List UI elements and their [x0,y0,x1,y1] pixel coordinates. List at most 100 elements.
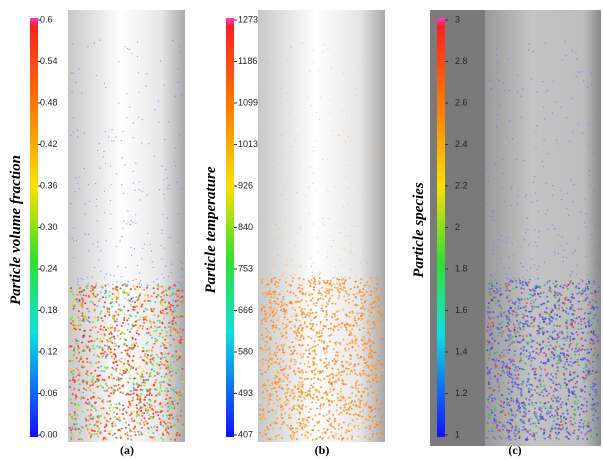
particle [118,309,120,311]
particle [182,263,183,264]
particle [499,332,501,334]
colorbar [30,18,38,437]
particle [264,310,266,312]
particle [590,331,592,333]
particle [343,283,345,285]
particle [488,358,490,360]
particle [586,213,587,214]
particle [544,388,546,390]
particle [488,387,490,389]
particle [543,332,545,334]
particle [314,140,315,141]
particle [564,378,566,380]
particle [588,352,590,354]
particle [503,401,505,403]
tick-label: 3 [455,14,460,24]
particle [373,299,375,301]
particle [509,339,511,341]
particle [547,153,548,154]
particle [545,43,546,44]
particle [139,399,141,401]
particle [573,418,575,420]
particle [522,421,524,423]
particle [313,323,315,325]
particle [496,282,498,284]
particle [313,50,314,51]
particle [97,220,98,221]
particle [523,288,525,290]
particle [134,431,136,433]
particle [323,378,325,380]
particle [342,289,344,291]
particle [325,348,327,350]
particle [262,362,264,364]
particle [285,392,287,394]
particle [581,404,583,406]
particle [161,286,163,288]
particle [546,323,548,325]
particle [541,391,543,393]
particle [273,307,275,309]
particle [268,360,270,362]
particle [597,291,599,293]
particle [508,345,510,347]
particle [80,356,82,358]
particle [539,415,541,417]
particle [569,308,571,310]
particle [308,187,309,188]
particle [116,298,118,300]
particle [116,345,118,347]
particle [506,363,508,365]
particle [525,362,527,364]
particle [354,335,356,337]
particle [360,282,362,284]
particle [110,352,112,354]
particle [162,434,164,436]
particle [515,311,517,313]
particle [546,183,547,184]
particle [569,141,570,142]
particle [136,422,138,424]
particle [506,242,507,243]
particle [520,392,522,394]
particle [511,391,513,393]
particle [327,252,328,253]
particle [133,355,135,357]
particle [556,412,558,414]
particle [305,406,307,408]
particle [342,338,344,340]
particle [141,374,143,376]
particle [322,222,323,223]
particle [549,378,551,380]
particle [337,393,339,395]
particle [323,347,325,349]
particle [369,333,371,335]
particle [122,322,124,324]
particle [87,346,89,348]
particle [298,344,300,346]
particle [336,278,338,280]
colorbar [226,18,234,437]
particle [370,348,372,350]
particle [180,410,182,412]
particle [323,224,324,225]
particle [537,91,538,92]
particle [357,414,359,416]
particle [314,340,316,342]
particle [175,165,176,166]
particle [160,423,162,425]
particle [313,369,315,371]
particle [78,352,80,354]
particle [106,389,108,391]
particle [170,412,172,414]
particle [520,263,521,264]
particle [512,288,514,290]
particle [588,325,590,327]
particle [582,359,584,361]
particle [338,273,339,274]
particle [295,333,297,335]
particle [101,347,103,349]
particle [487,311,489,313]
particle [371,436,373,438]
particle [283,273,284,274]
